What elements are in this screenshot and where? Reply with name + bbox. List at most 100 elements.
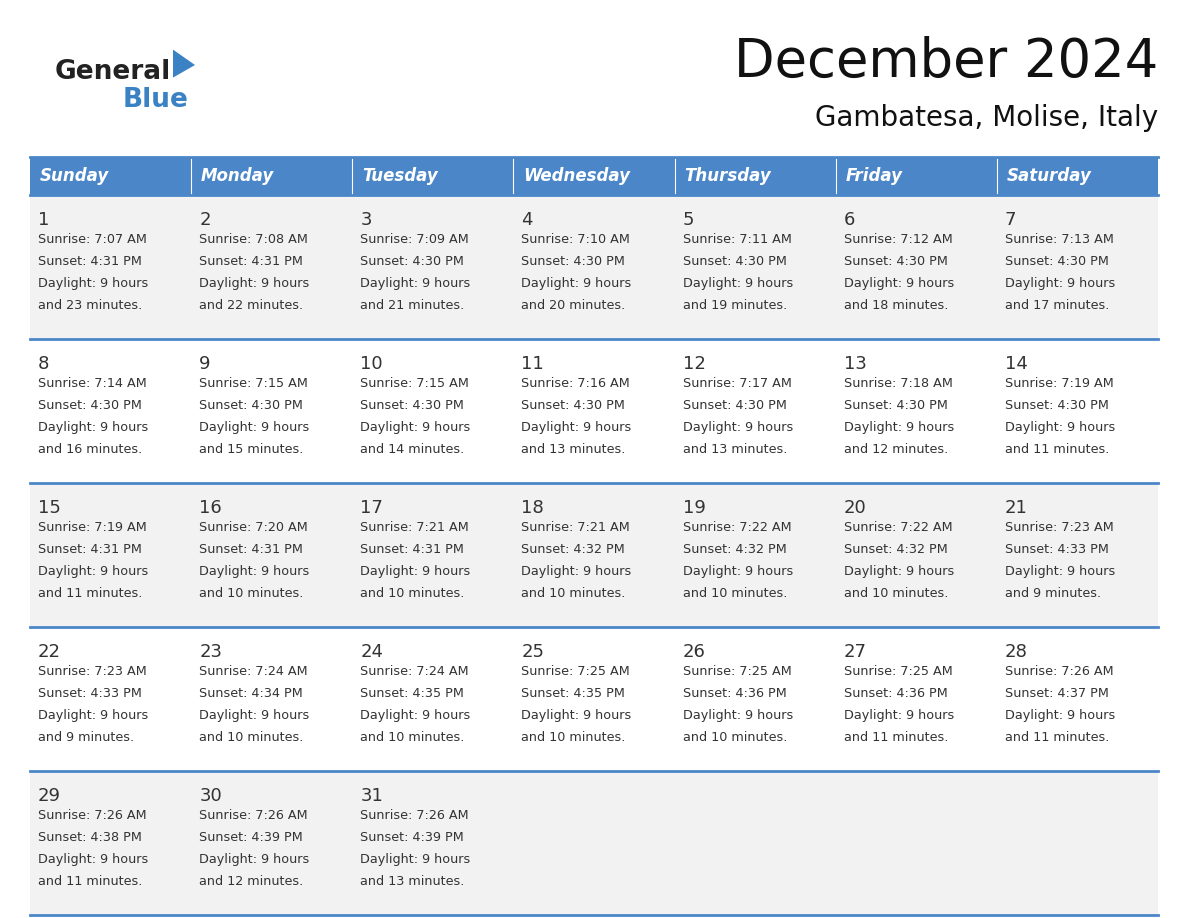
Text: and 12 minutes.: and 12 minutes. <box>200 875 303 888</box>
Text: and 11 minutes.: and 11 minutes. <box>38 587 143 600</box>
Text: and 12 minutes.: and 12 minutes. <box>843 443 948 456</box>
Text: Daylight: 9 hours: Daylight: 9 hours <box>360 277 470 290</box>
Bar <box>835 339 997 483</box>
Bar <box>835 771 997 915</box>
Text: Sunrise: 7:26 AM: Sunrise: 7:26 AM <box>38 809 146 822</box>
Text: Daylight: 9 hours: Daylight: 9 hours <box>522 277 632 290</box>
Text: and 9 minutes.: and 9 minutes. <box>38 731 134 744</box>
Text: 8: 8 <box>38 355 50 373</box>
Text: 10: 10 <box>360 355 383 373</box>
Bar <box>675 483 835 627</box>
Text: Sunset: 4:39 PM: Sunset: 4:39 PM <box>200 831 303 844</box>
Text: Gambatesa, Molise, Italy: Gambatesa, Molise, Italy <box>815 104 1158 132</box>
Text: Wednesday: Wednesday <box>523 167 630 185</box>
Text: Daylight: 9 hours: Daylight: 9 hours <box>38 565 148 578</box>
Text: Sunset: 4:35 PM: Sunset: 4:35 PM <box>360 687 465 700</box>
Text: and 15 minutes.: and 15 minutes. <box>200 443 304 456</box>
Text: 30: 30 <box>200 787 222 805</box>
Text: and 10 minutes.: and 10 minutes. <box>200 587 304 600</box>
Text: Sunrise: 7:24 AM: Sunrise: 7:24 AM <box>360 665 469 678</box>
Bar <box>513 339 675 483</box>
Text: 1: 1 <box>38 211 50 229</box>
Bar <box>835 483 997 627</box>
Text: 18: 18 <box>522 499 544 517</box>
Text: Daylight: 9 hours: Daylight: 9 hours <box>200 421 309 434</box>
Text: General: General <box>55 59 171 85</box>
Bar <box>997 157 1158 195</box>
Text: Sunset: 4:30 PM: Sunset: 4:30 PM <box>522 399 625 412</box>
Text: Sunset: 4:30 PM: Sunset: 4:30 PM <box>360 399 465 412</box>
Text: Sunset: 4:30 PM: Sunset: 4:30 PM <box>200 399 303 412</box>
Text: 26: 26 <box>683 643 706 661</box>
Text: Sunset: 4:30 PM: Sunset: 4:30 PM <box>683 255 786 268</box>
Text: Friday: Friday <box>846 167 903 185</box>
Text: Sunrise: 7:15 AM: Sunrise: 7:15 AM <box>200 377 308 390</box>
Text: 22: 22 <box>38 643 61 661</box>
Text: Daylight: 9 hours: Daylight: 9 hours <box>683 277 792 290</box>
Text: Daylight: 9 hours: Daylight: 9 hours <box>360 709 470 722</box>
Text: Sunrise: 7:09 AM: Sunrise: 7:09 AM <box>360 233 469 246</box>
Text: Sunset: 4:31 PM: Sunset: 4:31 PM <box>200 543 303 556</box>
Bar <box>675 771 835 915</box>
Bar <box>191 157 353 195</box>
Text: and 11 minutes.: and 11 minutes. <box>1005 443 1110 456</box>
Text: Sunset: 4:30 PM: Sunset: 4:30 PM <box>522 255 625 268</box>
Text: 23: 23 <box>200 643 222 661</box>
Text: Daylight: 9 hours: Daylight: 9 hours <box>843 565 954 578</box>
Text: Sunrise: 7:15 AM: Sunrise: 7:15 AM <box>360 377 469 390</box>
Text: and 17 minutes.: and 17 minutes. <box>1005 299 1110 312</box>
Text: Daylight: 9 hours: Daylight: 9 hours <box>200 853 309 866</box>
Text: Sunrise: 7:23 AM: Sunrise: 7:23 AM <box>38 665 147 678</box>
Text: Sunrise: 7:20 AM: Sunrise: 7:20 AM <box>200 521 308 534</box>
Bar <box>30 483 191 627</box>
Text: Sunrise: 7:26 AM: Sunrise: 7:26 AM <box>200 809 308 822</box>
Text: Sunset: 4:38 PM: Sunset: 4:38 PM <box>38 831 141 844</box>
Bar <box>835 627 997 771</box>
Text: and 11 minutes.: and 11 minutes. <box>843 731 948 744</box>
Text: Sunset: 4:39 PM: Sunset: 4:39 PM <box>360 831 465 844</box>
Text: Daylight: 9 hours: Daylight: 9 hours <box>522 709 632 722</box>
Text: Sunrise: 7:19 AM: Sunrise: 7:19 AM <box>1005 377 1113 390</box>
Text: December 2024: December 2024 <box>734 36 1158 88</box>
Text: Daylight: 9 hours: Daylight: 9 hours <box>843 709 954 722</box>
Bar <box>675 157 835 195</box>
Text: Daylight: 9 hours: Daylight: 9 hours <box>843 421 954 434</box>
Text: Sunrise: 7:26 AM: Sunrise: 7:26 AM <box>360 809 469 822</box>
Text: Sunset: 4:34 PM: Sunset: 4:34 PM <box>200 687 303 700</box>
Text: 17: 17 <box>360 499 384 517</box>
Polygon shape <box>173 50 195 78</box>
Text: and 10 minutes.: and 10 minutes. <box>843 587 948 600</box>
Bar <box>675 195 835 339</box>
Text: Daylight: 9 hours: Daylight: 9 hours <box>522 421 632 434</box>
Text: Sunrise: 7:25 AM: Sunrise: 7:25 AM <box>522 665 631 678</box>
Text: 20: 20 <box>843 499 866 517</box>
Text: Sunset: 4:36 PM: Sunset: 4:36 PM <box>843 687 948 700</box>
Text: Sunset: 4:31 PM: Sunset: 4:31 PM <box>200 255 303 268</box>
Bar <box>353 627 513 771</box>
Text: Daylight: 9 hours: Daylight: 9 hours <box>1005 277 1116 290</box>
Text: Daylight: 9 hours: Daylight: 9 hours <box>1005 565 1116 578</box>
Text: Daylight: 9 hours: Daylight: 9 hours <box>38 709 148 722</box>
Text: Sunrise: 7:25 AM: Sunrise: 7:25 AM <box>683 665 791 678</box>
Bar <box>191 771 353 915</box>
Text: Sunset: 4:36 PM: Sunset: 4:36 PM <box>683 687 786 700</box>
Text: 16: 16 <box>200 499 222 517</box>
Text: 12: 12 <box>683 355 706 373</box>
Text: and 13 minutes.: and 13 minutes. <box>522 443 626 456</box>
Text: and 10 minutes.: and 10 minutes. <box>360 731 465 744</box>
Text: Sunrise: 7:13 AM: Sunrise: 7:13 AM <box>1005 233 1114 246</box>
Bar <box>191 195 353 339</box>
Text: Daylight: 9 hours: Daylight: 9 hours <box>200 277 309 290</box>
Text: Daylight: 9 hours: Daylight: 9 hours <box>683 421 792 434</box>
Text: Sunset: 4:30 PM: Sunset: 4:30 PM <box>843 255 948 268</box>
Bar <box>513 157 675 195</box>
Text: and 22 minutes.: and 22 minutes. <box>200 299 303 312</box>
Bar <box>30 627 191 771</box>
Text: Sunrise: 7:12 AM: Sunrise: 7:12 AM <box>843 233 953 246</box>
Text: 5: 5 <box>683 211 694 229</box>
Bar <box>513 195 675 339</box>
Bar <box>513 627 675 771</box>
Text: Sunrise: 7:23 AM: Sunrise: 7:23 AM <box>1005 521 1113 534</box>
Text: Daylight: 9 hours: Daylight: 9 hours <box>1005 421 1116 434</box>
Text: 4: 4 <box>522 211 533 229</box>
